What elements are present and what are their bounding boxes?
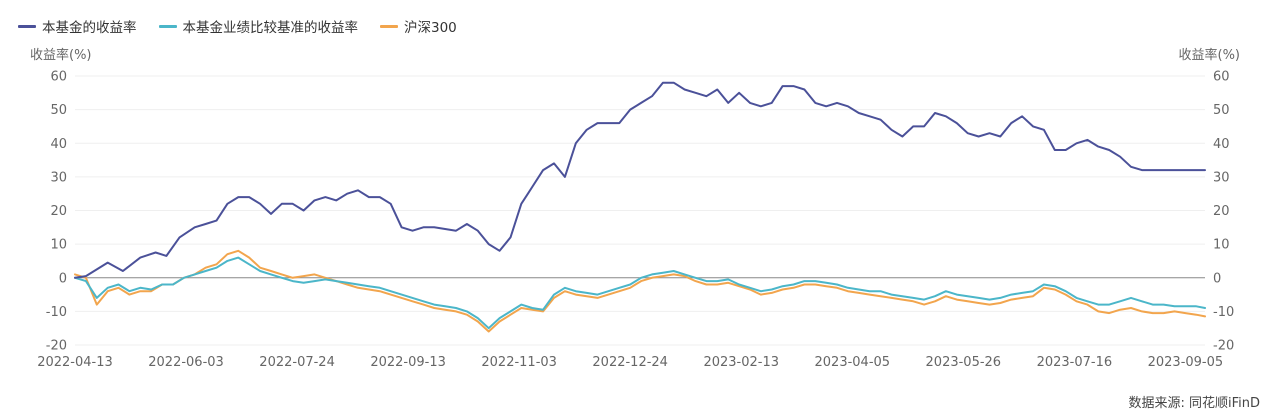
y-tick-label-right: 10: [1213, 238, 1230, 253]
legend-label-csi300: 沪深300: [404, 20, 457, 36]
legend-item-fund[interactable]: 本基金的收益率: [18, 16, 137, 36]
series-line-fund: [74, 81, 1206, 279]
y-tick-label-left: 40: [50, 137, 67, 152]
y-tick-label-left: 60: [50, 70, 67, 85]
y-tick-label-left: 30: [50, 170, 67, 185]
y-tick-label-right: -20: [1213, 339, 1234, 354]
x-tick-label: 2023-05-26: [926, 355, 1002, 370]
legend-swatch-benchmark: [158, 24, 177, 28]
x-tick-label: 2023-07-16: [1037, 355, 1113, 370]
y-tick-label-right: 30: [1213, 170, 1230, 185]
legend-swatch-fund: [18, 24, 36, 28]
y-tick-label-left: -20: [46, 339, 67, 354]
y-tick-label-left: 0: [59, 271, 67, 286]
y-tick-label-right: 0: [1213, 271, 1221, 286]
y-tick-label-left: 50: [50, 103, 67, 118]
y-tick-label-right: 40: [1213, 137, 1230, 152]
y-tick-label-left: 20: [50, 204, 67, 219]
x-tick-label: 2022-12-24: [592, 355, 668, 370]
y-tick-label-right: 20: [1213, 204, 1230, 219]
x-tick-label: 2023-02-13: [703, 355, 779, 370]
x-tick-label: 2022-09-13: [370, 355, 446, 370]
legend-item-benchmark[interactable]: 本基金业绩比较基准的收益率: [158, 16, 359, 36]
data-source-note: 数据来源: 同花顺iFinD: [1128, 396, 1260, 411]
legend-swatch-csi300: [380, 24, 398, 28]
x-tick-label: 2023-09-05: [1148, 355, 1224, 370]
x-tick-label: 2022-06-03: [148, 355, 224, 370]
x-tick-label: 2023-04-05: [815, 355, 891, 370]
legend-item-csi300[interactable]: 沪深300: [380, 16, 457, 36]
series-line-benchmark: [74, 256, 1206, 330]
x-tick-label: 2022-11-03: [481, 355, 557, 370]
y-tick-label-left: 10: [50, 238, 67, 253]
left-axis-title: 收益率(%): [30, 48, 92, 63]
y-tick-label-right: 60: [1213, 70, 1230, 85]
x-tick-label: 2022-04-13: [37, 355, 113, 370]
y-tick-label-left: -10: [46, 305, 67, 320]
x-tick-label: 2022-07-24: [259, 355, 335, 370]
right-axis-title: 收益率(%): [1178, 48, 1241, 63]
chart-legend: 本基金的收益率 本基金业绩比较基准的收益率 沪深300: [18, 16, 457, 36]
y-tick-label-right: 50: [1213, 103, 1230, 118]
legend-label-fund: 本基金的收益率: [42, 20, 137, 36]
y-tick-label-right: -10: [1213, 305, 1234, 320]
series-line-csi300: [74, 249, 1206, 333]
legend-label-benchmark: 本基金业绩比较基准的收益率: [182, 20, 359, 36]
